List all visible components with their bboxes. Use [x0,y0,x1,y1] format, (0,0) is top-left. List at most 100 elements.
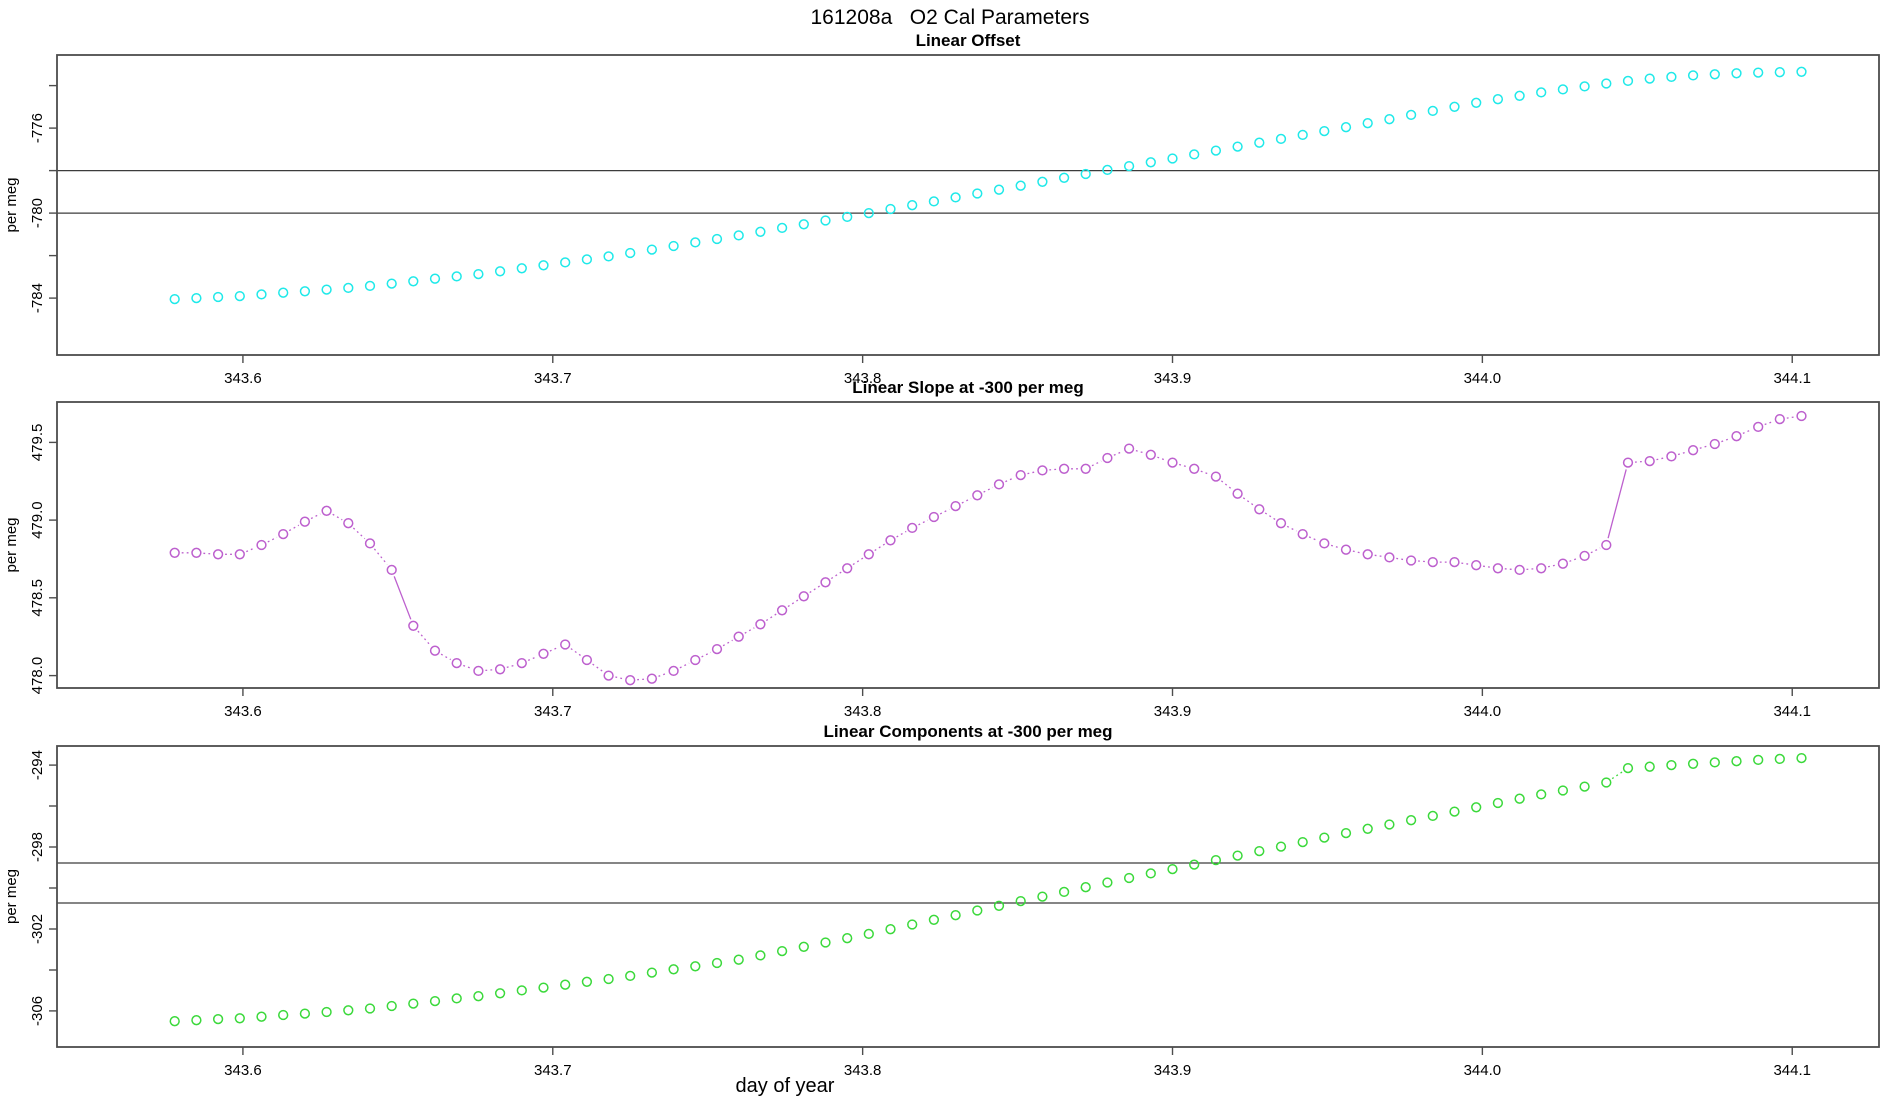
data-point [1774,753,1785,765]
data-point [842,933,853,944]
series-segment [830,571,842,580]
series-segment [417,630,431,646]
data-point [560,257,571,268]
data-point [1275,133,1287,145]
series-segment [939,508,950,515]
data-point [1709,438,1720,450]
series-segment [1374,554,1383,558]
data-point [1492,563,1504,574]
data-point [798,219,809,230]
data-point [1622,75,1634,87]
data-point [711,643,723,655]
data-point [1601,539,1612,551]
data-point [1449,556,1460,568]
data-point [473,665,484,677]
series-segment [393,576,412,620]
data-point [928,511,940,523]
data-point [1254,137,1265,148]
data-point [321,505,332,516]
series-segment [527,656,538,661]
data-point [798,591,809,602]
data-point [1471,560,1482,571]
figure-title: 161208a O2 Cal Parameters [810,6,1090,29]
data-point [1427,105,1438,117]
data-point [907,200,918,211]
data-point [885,924,896,935]
data-point [1210,854,1222,866]
y-tick-label: -306 [29,996,46,1026]
series-segment [1200,470,1210,475]
data-point [1514,90,1525,101]
data-point [1449,806,1460,817]
data-point [603,251,614,262]
data-point [1210,471,1222,482]
data-point [1232,850,1243,861]
series-segment [310,513,321,520]
panel-border [56,401,1880,689]
series-segment [1113,450,1123,456]
data-point [1536,563,1547,574]
data-point [625,247,636,259]
series-segment [592,663,604,673]
data-point [212,291,224,303]
data-point [560,979,571,990]
series-segment [463,664,473,670]
data-point [820,577,831,588]
series-segment [1220,480,1233,490]
data-point [1622,457,1634,468]
y-tick-label: 478.5 [29,579,46,617]
series-segment [1396,557,1405,561]
data-point [928,914,940,925]
data-point [885,203,896,215]
x-tick-label: 343.7 [534,1062,572,1079]
data-point [386,278,397,289]
x-tick-label: 343.8 [844,370,882,387]
data-point [321,284,332,295]
data-point [538,260,549,271]
panel-title-linear-offset: Linear Offset [915,31,1021,50]
data-point [299,286,311,297]
data-point [256,1011,267,1022]
series-segment [549,646,559,652]
x-tick-label: 344.0 [1464,703,1502,720]
series-segment [852,557,864,566]
series-segment [1656,457,1665,461]
x-tick-label: 344.1 [1773,703,1811,720]
series-segment [1135,449,1145,454]
data-point [1167,457,1178,468]
data-point [1796,752,1807,764]
data-point [625,970,636,982]
data-point [278,287,289,298]
series-segment [203,552,212,555]
data-point [1319,538,1330,549]
series-segment [1526,568,1535,571]
series-segment [373,548,388,565]
data-point [1145,449,1156,460]
data-point [1189,859,1200,870]
data-point [451,993,462,1004]
data-point [429,995,441,1007]
data-point [1557,785,1569,796]
data-point [1471,802,1482,813]
data-point [494,664,506,675]
data-point [473,991,484,1002]
y-tick-label: -784 [29,283,46,313]
data-point [1102,452,1113,464]
data-point [755,226,766,237]
data-point [776,605,788,616]
data-point [343,518,354,529]
data-point [343,1005,354,1016]
data-point [1362,549,1373,560]
data-point [1297,528,1308,540]
series-segment [983,486,993,493]
data-point [1731,431,1742,442]
data-point [560,639,571,650]
data-point [1232,488,1243,499]
series-segment [1721,437,1731,443]
series-segment [658,672,668,677]
data-point [1210,145,1222,156]
data-point [1709,757,1720,768]
data-point [993,900,1005,911]
data-point [1058,886,1070,898]
